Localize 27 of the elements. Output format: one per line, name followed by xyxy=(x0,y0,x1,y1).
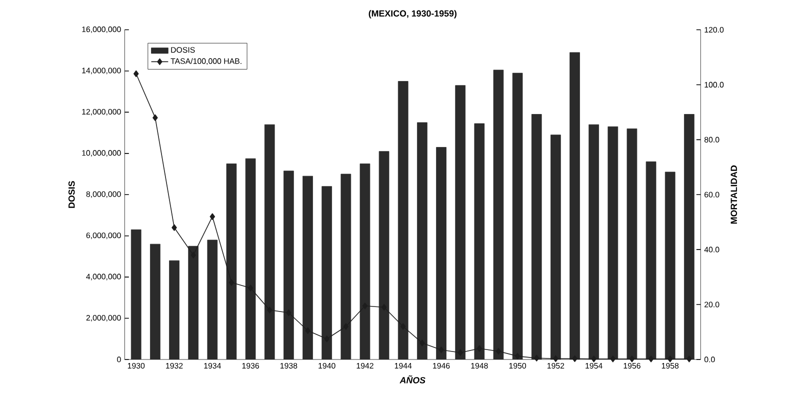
point xyxy=(514,352,520,360)
point xyxy=(400,323,406,330)
y-axis-title: DOSIS xyxy=(68,181,75,208)
point xyxy=(686,356,692,362)
x-axis-title: AÑOS xyxy=(400,375,426,384)
chart-title: (MEXICO, 1930-1959) xyxy=(368,10,456,18)
point xyxy=(343,323,349,330)
point xyxy=(553,355,558,362)
point xyxy=(572,355,578,362)
point xyxy=(228,279,234,286)
y2-axis-title: MORTALIDAD xyxy=(730,165,738,224)
point xyxy=(210,213,216,220)
point xyxy=(496,348,502,355)
point xyxy=(381,304,387,311)
point xyxy=(172,224,177,231)
point xyxy=(133,70,139,78)
point xyxy=(248,284,254,292)
point xyxy=(629,356,635,362)
point xyxy=(534,354,540,362)
point xyxy=(591,356,596,362)
point xyxy=(476,345,482,352)
point xyxy=(648,356,654,362)
point xyxy=(610,356,616,362)
point xyxy=(152,114,158,122)
point xyxy=(667,356,673,362)
point xyxy=(266,306,272,314)
point xyxy=(362,302,368,310)
